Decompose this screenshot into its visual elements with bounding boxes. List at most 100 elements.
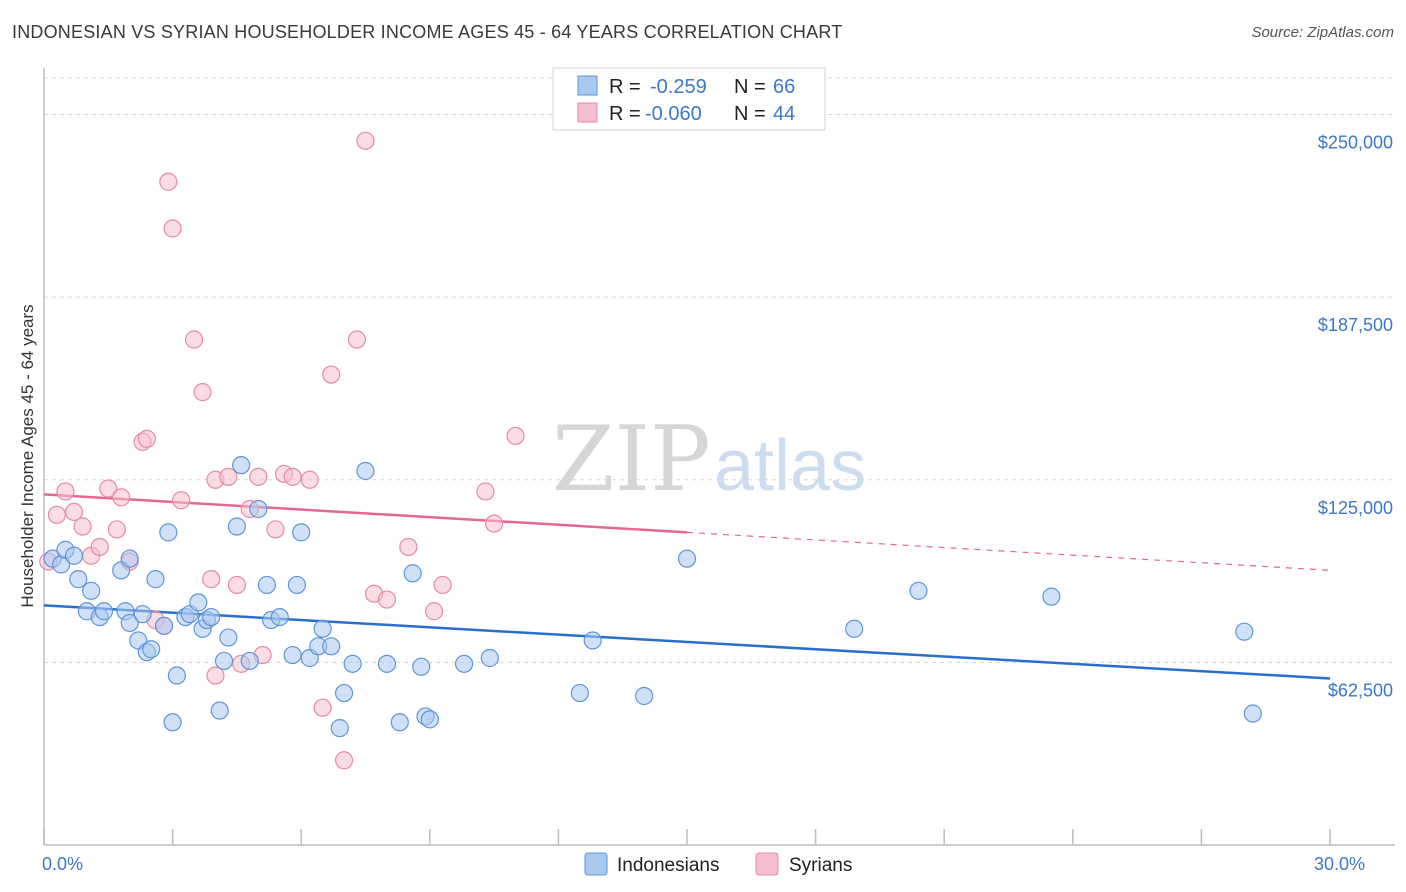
point-syrians [476, 482, 495, 501]
point-indonesians [163, 713, 182, 732]
point-syrians [433, 575, 452, 595]
point-indonesians [64, 546, 84, 565]
point-syrians [300, 470, 319, 489]
watermark-atlas: atlas [714, 426, 866, 506]
y-tick-label: $62,500 [1328, 680, 1393, 700]
point-indonesians [82, 581, 101, 600]
point-indonesians [334, 683, 354, 703]
point-indonesians [845, 619, 864, 638]
point-syrians [347, 330, 367, 349]
data-points [39, 131, 1262, 770]
point-syrians [227, 575, 246, 595]
legend-r-label: R = [609, 76, 641, 98]
point-indonesians [240, 651, 259, 671]
point-indonesians [227, 517, 246, 536]
point-indonesians [120, 613, 139, 633]
point-indonesians [120, 549, 139, 568]
chart-title: INDONESIAN VS SYRIAN HOUSEHOLDER INCOME … [12, 22, 843, 42]
stats-legend-box [552, 67, 826, 131]
watermark: ZIP atlas [552, 407, 866, 512]
point-syrians [112, 488, 131, 507]
point-indonesians [377, 654, 397, 673]
trendline-indonesians [43, 604, 1331, 680]
point-indonesians [403, 564, 422, 583]
point-syrians [172, 491, 191, 510]
point-indonesians [635, 686, 654, 706]
point-syrians [399, 537, 418, 557]
point-indonesians [909, 581, 928, 600]
legend-n-value: 66 [773, 76, 795, 98]
point-indonesians [219, 628, 238, 647]
legend-swatch-indonesians [577, 75, 598, 96]
axes [43, 68, 1395, 846]
point-indonesians [570, 683, 589, 703]
legend-n-label: N = [734, 103, 766, 125]
point-syrians [485, 514, 504, 533]
point-indonesians [189, 593, 208, 612]
point-syrians [159, 172, 178, 191]
point-syrians [249, 467, 268, 486]
point-syrians [73, 517, 92, 536]
stats-legend: R = -0.259 N = 66 R = -0.060 N = 44 [552, 67, 826, 131]
y-axis-label: Householder Income Ages 45 - 64 years [18, 304, 37, 607]
point-indonesians [1235, 622, 1254, 641]
point-indonesians [292, 523, 311, 542]
point-indonesians [146, 570, 165, 589]
point-indonesians [257, 575, 277, 595]
point-syrians [184, 330, 204, 349]
point-syrians [266, 520, 285, 539]
point-indonesians [1243, 704, 1262, 723]
point-indonesians [412, 657, 431, 676]
point-syrians [334, 751, 354, 770]
point-syrians [377, 590, 397, 609]
point-indonesians [249, 499, 268, 519]
x-tick-labels: 0.0% 30.0% [42, 854, 1365, 874]
point-syrians [90, 537, 109, 557]
point-syrians [163, 219, 182, 238]
point-indonesians [167, 666, 186, 685]
point-syrians [202, 570, 221, 589]
point-indonesians [356, 461, 375, 481]
source-credit: Source: ZipAtlas.com [1251, 24, 1394, 41]
point-indonesians [283, 645, 302, 665]
point-syrians [107, 520, 126, 539]
x-tick-label: 30.0% [1314, 854, 1365, 874]
point-indonesians [1042, 587, 1061, 606]
legend-n-value: 44 [773, 103, 795, 125]
point-syrians [193, 383, 212, 402]
bottom-legend-swatch-indonesians [584, 852, 608, 876]
point-indonesians [313, 619, 332, 638]
point-indonesians [583, 631, 602, 650]
point-indonesians [454, 654, 474, 673]
y-tick-labels: $62,500 $125,000 $187,500 $250,000 [1318, 133, 1393, 701]
point-indonesians [677, 549, 697, 568]
watermark-zip: ZIP [552, 407, 711, 512]
point-syrians [56, 482, 75, 501]
trendline-syrians [43, 493, 688, 534]
point-syrians [283, 467, 302, 486]
legend-swatch-syrians [577, 102, 598, 123]
legend-r-label: R = [609, 103, 641, 125]
point-syrians [47, 505, 66, 524]
point-syrians [506, 426, 525, 446]
point-indonesians [159, 523, 178, 542]
point-syrians [356, 131, 375, 150]
legend-r-value: -0.259 [650, 76, 707, 98]
point-syrians [137, 429, 156, 448]
point-indonesians [270, 607, 289, 627]
point-indonesians [142, 640, 161, 659]
point-indonesians [210, 701, 229, 720]
point-indonesians [480, 648, 499, 668]
point-syrians [99, 479, 118, 498]
bottom-legend-indonesians: Indonesians [617, 855, 719, 876]
bottom-legend-syrians: Syrians [789, 855, 852, 876]
point-indonesians [420, 710, 439, 729]
y-tick-label: $187,500 [1318, 315, 1393, 335]
point-syrians [206, 666, 225, 685]
point-indonesians [232, 456, 251, 475]
point-indonesians [322, 637, 341, 656]
point-indonesians [390, 713, 409, 732]
point-syrians [219, 467, 238, 486]
gridlines [44, 77, 1395, 663]
legend-r-value: -0.060 [645, 103, 702, 125]
